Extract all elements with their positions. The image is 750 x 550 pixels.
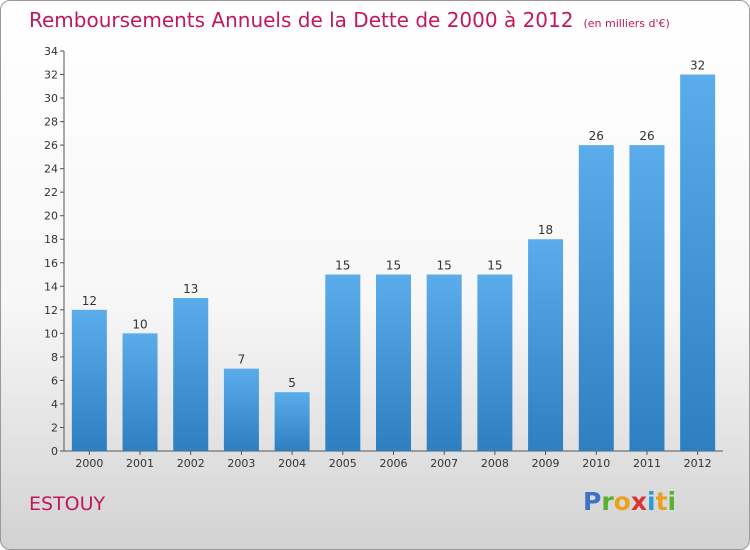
bar	[629, 145, 665, 451]
bar	[426, 274, 462, 451]
y-tick-label: 12	[44, 304, 58, 317]
logo-letter: i	[667, 487, 677, 516]
logo-letter: r	[601, 487, 614, 516]
bar	[477, 274, 513, 451]
bar-value-label: 32	[690, 59, 705, 73]
x-tick-label: 2010	[582, 457, 610, 470]
bar-value-label: 5	[288, 376, 296, 390]
x-tick-label: 2002	[177, 457, 205, 470]
y-tick-label: 0	[51, 445, 58, 458]
logo-letter: x	[630, 487, 647, 516]
bar	[376, 274, 411, 451]
bar-value-label: 18	[538, 223, 553, 237]
bar	[528, 239, 564, 451]
y-tick-label: 4	[51, 398, 58, 411]
logo-letter: t	[655, 487, 668, 516]
y-tick-label: 30	[44, 92, 58, 105]
bar-value-label: 15	[487, 259, 502, 273]
bar	[122, 333, 158, 451]
bar-value-label: 12	[82, 294, 97, 308]
x-tick-label: 2012	[684, 457, 712, 470]
bar	[680, 74, 716, 451]
logo-letter: i	[647, 487, 656, 516]
x-tick-label: 2003	[227, 457, 255, 470]
bar	[274, 392, 310, 451]
bar-value-label: 13	[183, 282, 198, 296]
logo-letter: o	[613, 487, 631, 516]
bar-value-label: 26	[589, 129, 604, 143]
x-tick-label: 2005	[329, 457, 357, 470]
bar	[71, 309, 107, 451]
y-tick-label: 20	[44, 210, 58, 223]
bar	[173, 298, 209, 451]
logo-letter: P	[583, 487, 602, 516]
y-tick-label: 34	[44, 45, 58, 58]
bar	[325, 274, 361, 451]
x-tick-label: 2011	[633, 457, 661, 470]
bar-value-label: 15	[437, 259, 452, 273]
bars: 12 10 13 7 5 15 15 15 15 18 26 26 32	[71, 59, 716, 451]
bar-value-label: 15	[386, 259, 401, 273]
y-tick-label: 26	[44, 139, 58, 152]
bar	[578, 145, 614, 451]
y-tick-label: 8	[51, 351, 58, 364]
unit-text: (en milliers d'€)	[583, 17, 670, 30]
y-tick-label: 22	[44, 186, 58, 199]
x-tick-label: 2009	[532, 457, 560, 470]
y-tick-label: 2	[51, 421, 58, 434]
bar	[223, 368, 259, 451]
x-tick-label: 2007	[430, 457, 458, 470]
y-tick-label: 14	[44, 280, 58, 293]
bar-value-label: 7	[238, 353, 246, 367]
y-tick-label: 16	[44, 257, 58, 270]
y-tick-label: 10	[44, 327, 58, 340]
x-tick-label: 2001	[126, 457, 154, 470]
y-tick-label: 18	[44, 233, 58, 246]
x-tick-label: 2004	[278, 457, 306, 470]
bar-value-label: 15	[335, 259, 350, 273]
commune-name: ESTOUY	[29, 493, 106, 515]
y-tick-label: 28	[44, 116, 58, 129]
chart-title: Remboursements Annuels de la Dette de 20…	[29, 8, 670, 32]
y-tick-label: 6	[51, 374, 58, 387]
x-tick-label: 2000	[75, 457, 103, 470]
y-tick-label: 32	[44, 69, 58, 82]
proxiti-logo: Proxiti	[583, 487, 676, 516]
title-text: Remboursements Annuels de la Dette de 20…	[29, 8, 574, 32]
bar-value-label: 10	[132, 317, 147, 331]
y-tick-label: 24	[44, 163, 58, 176]
x-tick-label: 2006	[380, 457, 408, 470]
bar-value-label: 26	[639, 129, 654, 143]
x-tick-label: 2008	[481, 457, 509, 470]
